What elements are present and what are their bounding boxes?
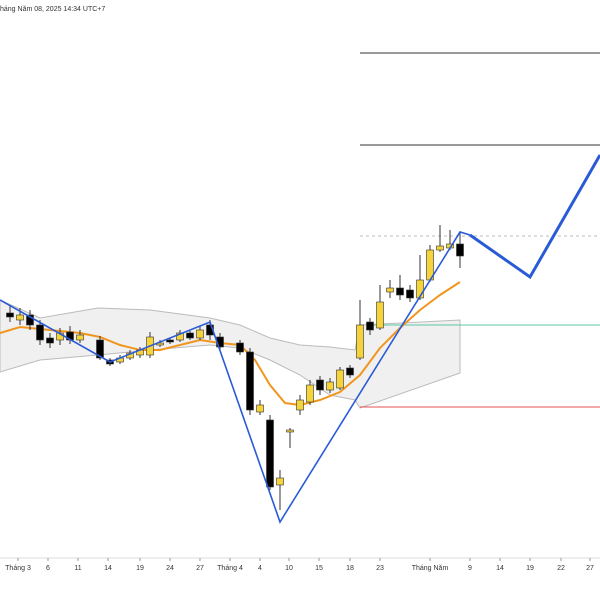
x-tick-label: 4 (258, 565, 262, 572)
candle-body (376, 301, 384, 329)
x-tick-label: 10 (285, 565, 293, 572)
candle-body (46, 337, 54, 344)
candle-body (176, 332, 184, 341)
candle-body (36, 324, 44, 341)
x-tick-label: 14 (104, 565, 112, 572)
x-tick-label: Tháng 4 (217, 565, 243, 572)
x-tick-label: 27 (196, 565, 204, 572)
candle-body (26, 314, 34, 326)
x-tick-label: 27 (586, 565, 594, 572)
x-tick-label: 14 (496, 565, 504, 572)
candle-body (266, 419, 274, 488)
candle-body (396, 287, 404, 296)
candle-body (76, 334, 84, 341)
candle-body (316, 379, 324, 391)
projection-line (469, 154, 600, 280)
candle-body (406, 289, 414, 299)
candle-body (246, 351, 254, 411)
x-tick-label: Tháng 3 (5, 565, 31, 572)
x-tick-label: 19 (136, 565, 144, 572)
candle-body (236, 342, 244, 353)
candle-body (416, 279, 424, 299)
candle-body (96, 339, 104, 359)
x-tick-label: 11 (74, 565, 81, 572)
candle-body (336, 369, 344, 389)
x-tick-label: 18 (346, 565, 354, 572)
candle-body (16, 314, 24, 321)
candle-body (166, 339, 174, 343)
candle-body (256, 404, 264, 413)
x-tick-label: 22 (557, 565, 565, 572)
x-tick-label: 19 (526, 565, 534, 572)
candle-body (186, 332, 194, 339)
candle-body (6, 312, 14, 318)
candle-body (296, 399, 304, 411)
zigzag-line (0, 231, 471, 524)
candle-body (326, 381, 334, 391)
x-tick-label: 6 (46, 565, 50, 572)
candle-body (456, 243, 464, 257)
header: háng Năm 08, 2025 14:34 UTC+7 (0, 6, 105, 13)
candle-body (276, 477, 284, 486)
candle-body (306, 384, 314, 403)
candle-body (286, 429, 294, 433)
candle-body (356, 324, 364, 359)
x-tick-label: 23 (376, 565, 384, 572)
candle-body (196, 329, 204, 339)
x-tick-label: 9 (468, 565, 472, 572)
cloud (0, 299, 461, 409)
x-tick-label: Tháng Năm (412, 565, 449, 572)
x-tick-label: 15 (315, 565, 323, 572)
candle-body (366, 321, 374, 331)
candle-body (436, 245, 444, 251)
x-tick-label: 24 (166, 565, 174, 572)
candle-body (386, 287, 394, 293)
candle-body (346, 367, 354, 376)
